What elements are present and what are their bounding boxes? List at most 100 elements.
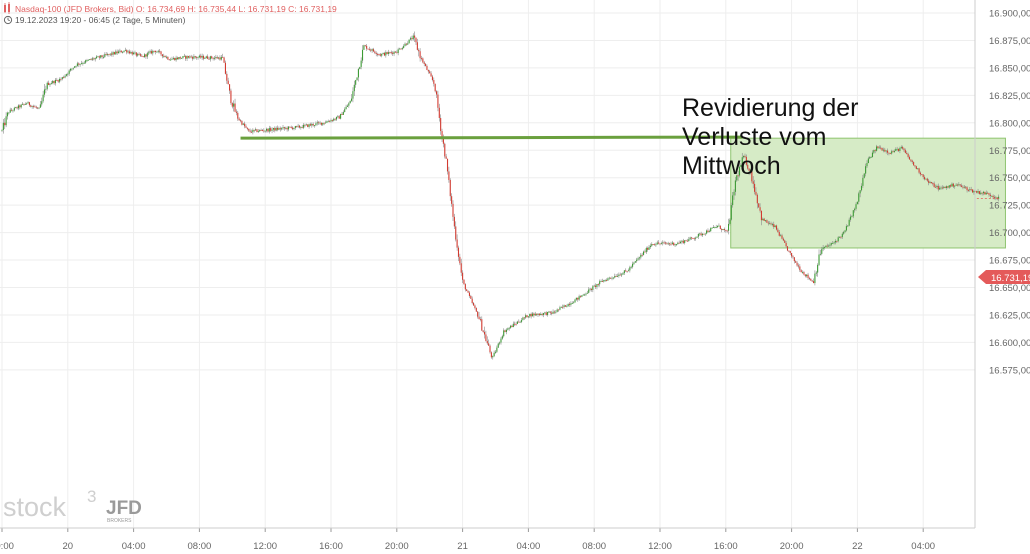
candle-up <box>848 219 850 226</box>
candle-up <box>516 321 518 324</box>
candle-up <box>9 109 11 113</box>
candle-down <box>664 242 667 244</box>
candle-up <box>20 104 22 108</box>
annotation: Revidierung der Verluste vom Mittwoch <box>682 94 859 180</box>
candle-down <box>619 274 621 276</box>
candle-up <box>814 273 816 284</box>
candle-up <box>519 321 521 323</box>
candle-up <box>969 189 971 191</box>
candle-down <box>320 122 322 125</box>
candle-up <box>706 230 708 234</box>
candle-up <box>695 237 697 239</box>
candle-down <box>678 242 680 244</box>
chart-candle-icon <box>4 2 10 14</box>
candle-down <box>950 185 952 187</box>
candle-up <box>940 187 942 189</box>
candle-up <box>556 309 558 312</box>
candle-down <box>341 113 343 115</box>
candle-up <box>319 122 321 124</box>
candle-down <box>956 184 959 186</box>
candle-up <box>882 149 884 151</box>
candle-down <box>323 122 325 124</box>
candle-up <box>537 313 539 315</box>
candle-up <box>806 274 808 277</box>
candle-down <box>470 295 472 299</box>
candle-up <box>680 241 682 244</box>
candle-up <box>697 233 699 237</box>
candle-down <box>490 352 492 358</box>
candle-down <box>737 175 739 177</box>
candle-down <box>652 244 654 245</box>
candle-up <box>204 58 206 59</box>
candle-up <box>823 247 826 248</box>
candle-down <box>922 174 924 178</box>
candle-down <box>312 123 314 126</box>
candle-up <box>637 258 639 260</box>
candle-down <box>475 307 477 312</box>
candle-up <box>333 118 335 121</box>
candle-down <box>111 53 113 55</box>
candle-up <box>718 225 720 227</box>
candle-down <box>752 181 754 184</box>
candle-down <box>135 52 137 56</box>
candle-up <box>397 49 399 53</box>
candle-up <box>830 243 832 245</box>
candle-up <box>127 51 129 53</box>
candle-up <box>252 129 254 133</box>
candle-up <box>287 126 290 130</box>
candle-down <box>686 240 688 242</box>
candle-up <box>655 244 657 246</box>
candle-up <box>667 243 669 245</box>
candle-up <box>815 272 817 274</box>
candle-down <box>276 127 279 130</box>
candle-down <box>962 186 964 188</box>
y-tick-label: 16.600,00 <box>989 338 1030 349</box>
candle-up <box>584 294 586 296</box>
candle-up <box>733 191 735 196</box>
candle-up <box>344 109 346 113</box>
candle-up <box>677 242 679 245</box>
candle-up <box>544 312 546 314</box>
candle-down <box>541 313 543 315</box>
candle-up <box>50 83 52 84</box>
candle-down <box>781 235 783 239</box>
candle-up <box>651 244 653 246</box>
candle-up <box>527 316 529 318</box>
candle-down <box>290 127 292 128</box>
candle-up <box>72 67 74 69</box>
candle-up <box>281 128 283 130</box>
candle-up <box>977 191 979 193</box>
candle-down <box>419 51 421 59</box>
candle-up <box>885 150 887 152</box>
candle-up <box>74 66 76 68</box>
candle-down <box>63 77 65 79</box>
candle-up <box>122 51 124 53</box>
candle-up <box>170 59 172 61</box>
candle-up <box>371 49 373 51</box>
candle-up <box>398 48 401 50</box>
candle-down <box>987 192 989 194</box>
candle-down <box>427 69 429 72</box>
candle-up <box>326 121 328 123</box>
candle-down <box>331 120 333 121</box>
candle-up <box>115 51 117 55</box>
candle-up <box>636 259 638 262</box>
candle-up <box>361 49 364 61</box>
candle-down <box>415 37 417 43</box>
candle-down <box>292 127 294 130</box>
candle-down <box>138 53 140 55</box>
candle-down <box>431 76 433 81</box>
candle-down <box>719 225 721 229</box>
y-tick-label: 16.700,00 <box>989 228 1030 239</box>
candle-up <box>575 297 577 300</box>
candle-down <box>479 319 481 320</box>
candle-down <box>131 52 133 55</box>
candle-up <box>408 39 410 44</box>
candle-up <box>209 56 211 60</box>
candle-up <box>982 191 985 194</box>
candle-down <box>590 288 593 290</box>
candle-up <box>213 57 216 59</box>
candle-up <box>656 242 658 245</box>
candle-up <box>403 46 405 48</box>
candle-up <box>991 195 993 197</box>
